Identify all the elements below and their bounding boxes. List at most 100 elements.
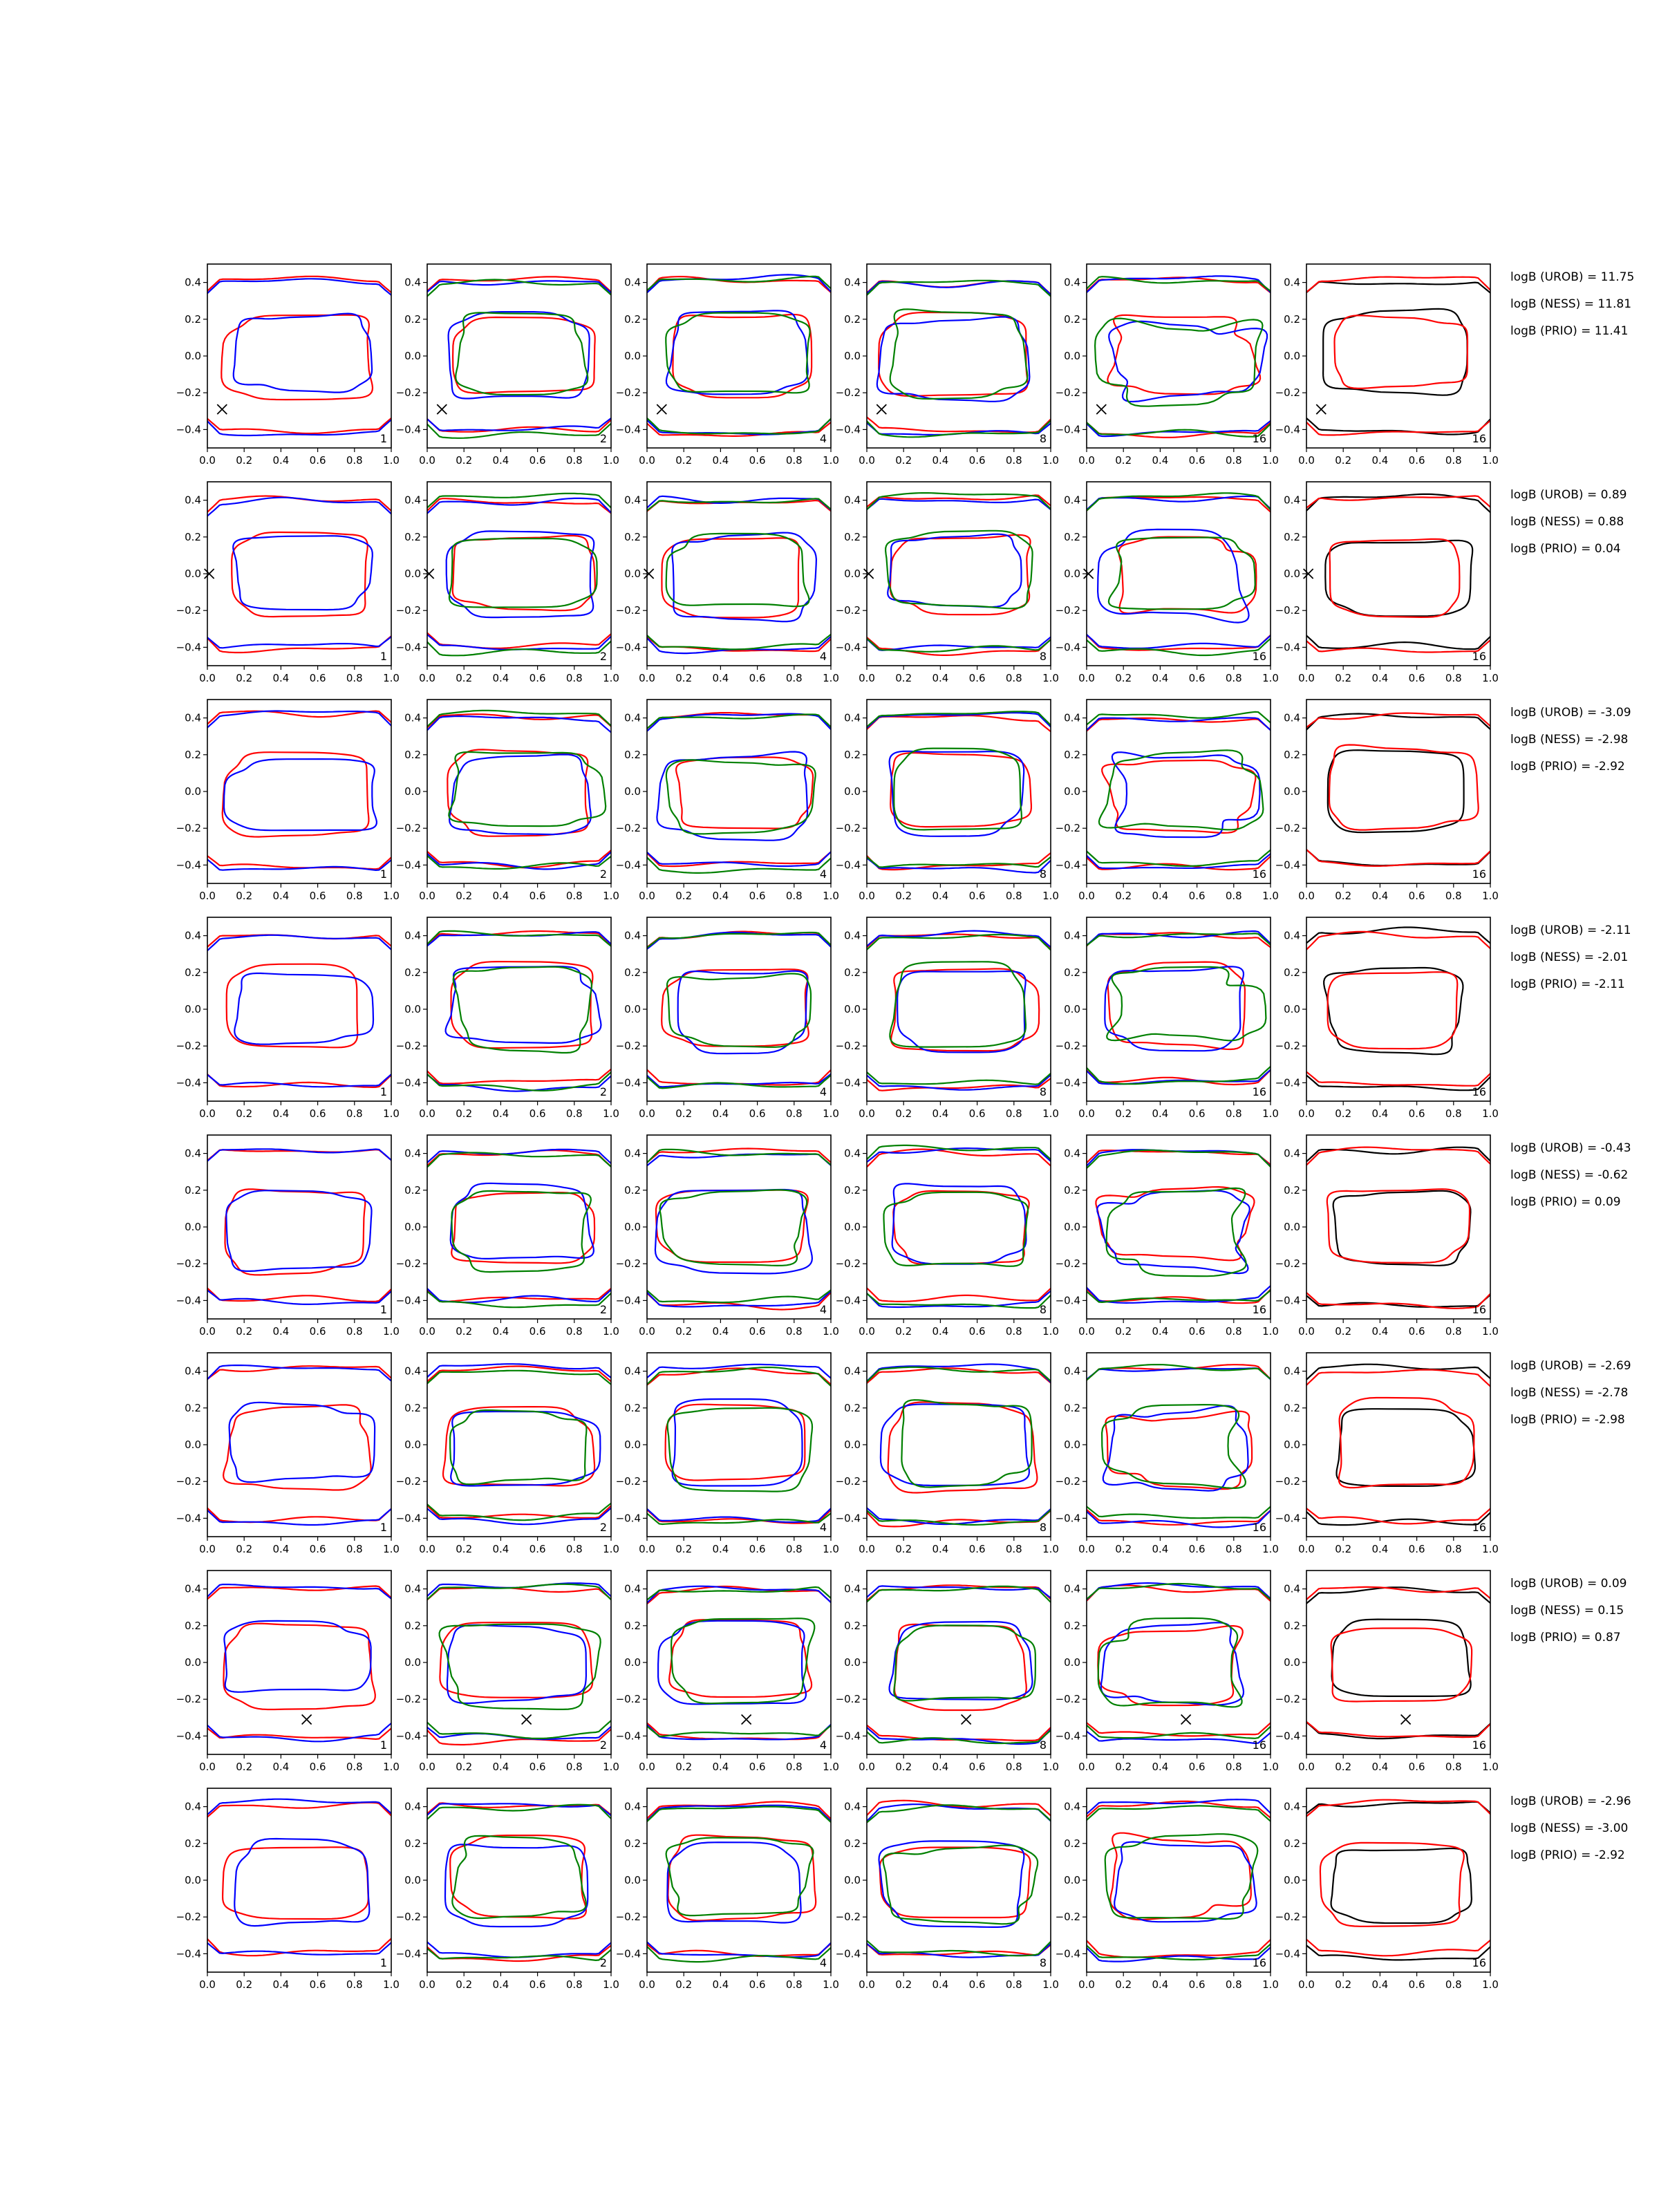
x-tick-label: 0.6 [529,1543,546,1555]
x-tick-label: 0.4 [1152,1761,1168,1773]
y-tick-label: −0.2 [1275,1911,1300,1923]
axes-frame [207,1352,392,1537]
curve-inner-black [1323,966,1464,1056]
y-tick-label: 0.4 [185,1583,201,1595]
y-tick-label: −0.4 [1056,1512,1080,1524]
panel-r6-c2: 0.0 0.2 0.4 0.6 0.8 1.0 −0.4 −0.2 0.0 0.2 0.4 2 [396,1352,619,1555]
curve-bottom-red [1087,1069,1271,1086]
x-tick-label: 0.0 [1078,672,1095,684]
x-tick-label: 0.6 [529,1107,546,1120]
x-tick-label: 0.0 [859,1761,875,1773]
curve-inner-blue [878,1840,1025,1928]
curves [207,495,391,654]
y-tick-label: 0.2 [1064,1837,1080,1850]
logb-annotation: logB (NESS) = -2.01 [1510,950,1628,964]
curve-bottom-black [1306,635,1490,650]
x-tick-label: 1.0 [1042,454,1059,467]
x-tick-label: 0.2 [456,1761,472,1773]
curve-inner-blue [232,312,373,393]
y-tick-label: 0.0 [844,1221,861,1233]
y-tick-label: 0.2 [185,531,201,543]
y-tick-label: 0.2 [404,1620,421,1632]
x-tick-label: 0.2 [1335,1761,1351,1773]
y-tick-label: 0.4 [404,930,421,942]
x-tick-label: 0.0 [639,1543,655,1555]
curve-top-blue [647,1363,831,1379]
x-tick-label: 1.0 [603,1107,619,1120]
y-tick-label: 0.2 [1064,1620,1080,1632]
x-tick-label: 0.6 [969,672,986,684]
curve-inner-blue [1102,1405,1249,1492]
x-tick-label: 0.0 [859,672,875,684]
y-tick-label: 0.2 [404,749,421,761]
curve-inner-blue [1114,1841,1257,1923]
x-tick-label: 0.4 [272,1107,289,1120]
axes-frame [866,1352,1051,1537]
panel-number-label: 4 [820,1738,827,1752]
axes-frame [866,1788,1051,1973]
y-tick-label: −0.4 [176,423,201,435]
curve-bottom-green [427,1291,611,1309]
y-tick-label: 0.4 [404,1801,421,1813]
y-tick-label: −0.4 [1275,1076,1300,1089]
curve-inner-blue [225,1190,373,1272]
x-tick-label: 0.8 [1006,672,1022,684]
curve-bottom-red [1306,1292,1490,1309]
panel-number-label: 1 [380,1085,387,1098]
y-tick-label: 0.4 [1284,712,1300,724]
y-tick-label: 0.2 [844,966,861,979]
y-tick-label: −0.2 [176,1693,201,1705]
x-tick-label: 0.6 [310,1325,326,1338]
y-tick-label: −0.4 [1056,1076,1080,1089]
curve-bottom-green [867,1293,1051,1309]
x-tick-label: 1.0 [823,454,839,467]
panel-number-label: 16 [1253,1521,1266,1534]
curve-inner-blue [891,1183,1027,1265]
y-tick-label: −0.2 [176,822,201,834]
x-tick-label: 0.2 [236,1761,252,1773]
curve-inner-red [890,968,1040,1052]
panel-r3-c5: 0.0 0.2 0.4 0.6 0.8 1.0 −0.4 −0.2 0.0 0.2 0.4 16 [1056,699,1279,902]
y-tick-label: −0.4 [616,1947,641,1960]
axes-frame [646,699,832,884]
curve-bottom-green [647,633,831,650]
axes-frame [1306,699,1491,884]
y-tick-label: 0.0 [844,785,861,798]
curves [1087,492,1271,657]
panel-number-label: 1 [380,868,387,881]
y-tick-label: 0.4 [844,1365,861,1378]
curve-top-green [427,930,611,947]
x-tick-label: 0.6 [1409,1107,1425,1120]
curve-bottom-green [1087,1289,1271,1304]
y-tick-label: −0.4 [176,1512,201,1524]
x-tick-label: 1.0 [383,1761,400,1773]
x-tick-label: 0.8 [566,1761,583,1773]
x-tick-label: 0.8 [1006,1543,1022,1555]
x-tick-label: 0.4 [1371,672,1388,684]
x-tick-label: 0.4 [712,1543,729,1555]
curve-top-green [427,709,611,727]
curve-inner-blue [666,1841,802,1924]
y-tick-label: −0.2 [176,1911,201,1923]
y-tick-label: 0.4 [844,930,861,942]
y-tick-label: 0.0 [1064,1874,1080,1886]
x-tick-label: 0.0 [859,1543,875,1555]
curve-bottom-green [1087,637,1271,657]
x-tick-label: 0.0 [199,890,216,902]
panel-r6-c4: 0.0 0.2 0.4 0.6 0.8 1.0 −0.4 −0.2 0.0 0.2 0.4 8 [836,1352,1059,1555]
panel-number-label: 16 [1253,1738,1266,1752]
curve-bottom-green [427,1947,611,1962]
curve-top-black [1306,713,1490,731]
curves [867,1584,1051,1745]
x-tick-label: 0.2 [675,454,692,467]
panel-r4-c2: 0.0 0.2 0.4 0.6 0.8 1.0 −0.4 −0.2 0.0 0.2 0.4 2 [396,917,619,1120]
x-tick-label: 0.8 [1445,1107,1462,1120]
y-tick-label: −0.2 [396,1257,421,1270]
y-tick-label: −0.4 [1056,641,1080,653]
y-tick-label: 0.4 [1064,494,1080,507]
curve-top-green [647,1148,831,1166]
curve-top-green [647,931,831,948]
x-tick-label: 0.2 [456,454,472,467]
axes-frame [427,1788,612,1973]
x-tick-label: 0.4 [712,1325,729,1338]
